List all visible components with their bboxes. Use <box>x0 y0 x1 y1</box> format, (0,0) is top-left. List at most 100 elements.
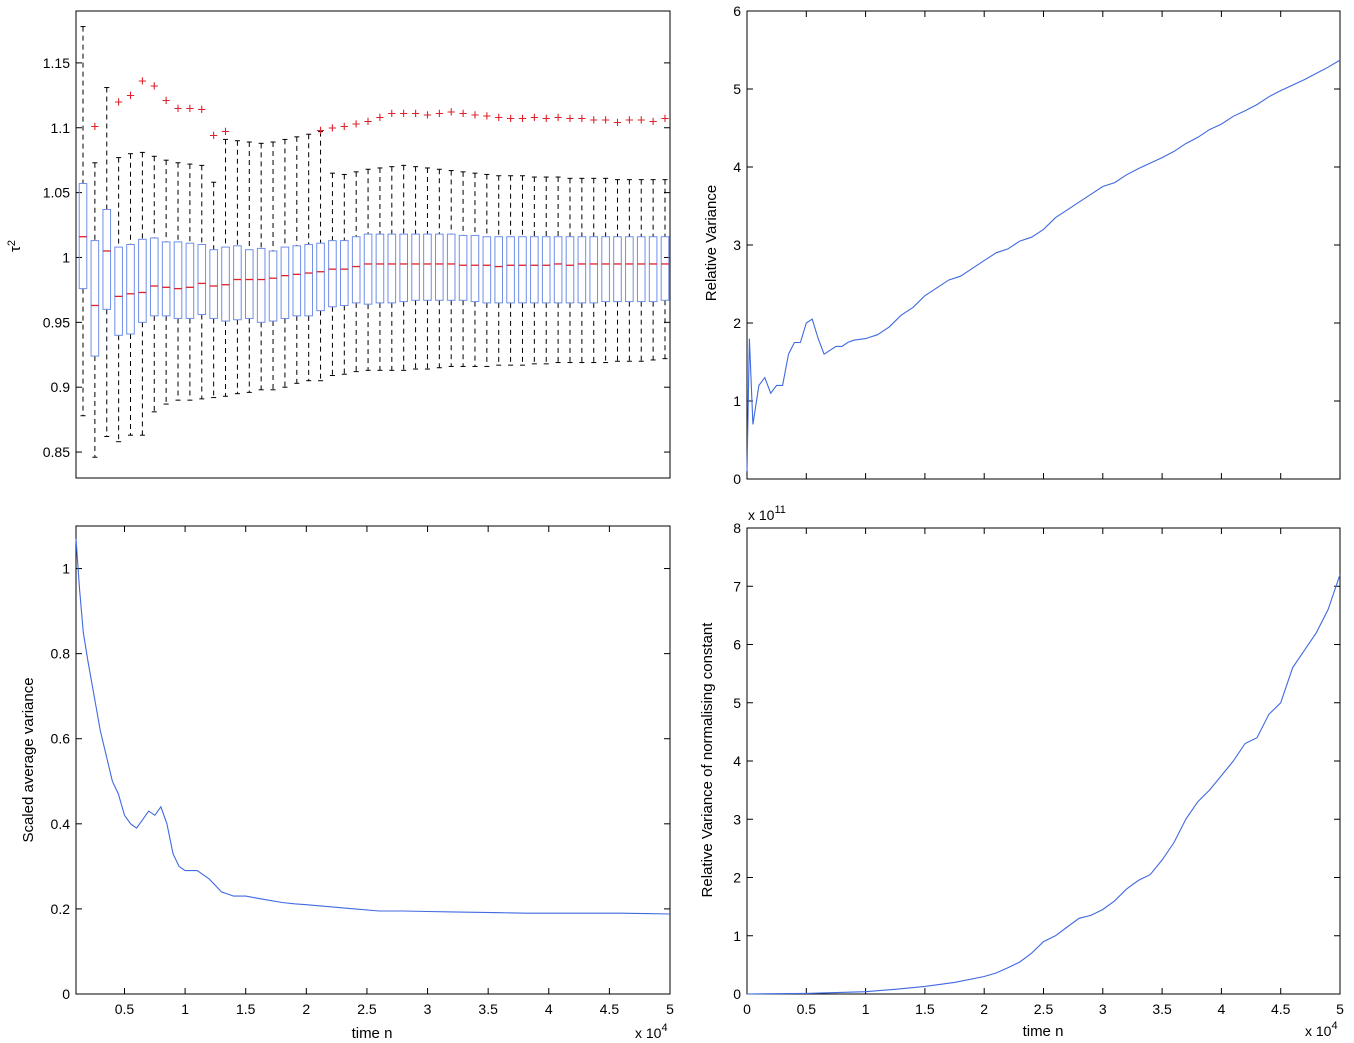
outlier-marker: + <box>566 111 575 128</box>
box <box>114 157 123 443</box>
box <box>280 138 290 388</box>
box-iqr <box>114 246 123 336</box>
normalising-constant-x-tick-label: 4.5 <box>1271 1001 1291 1017</box>
box-iqr <box>197 244 207 316</box>
box-iqr <box>518 236 527 304</box>
box-iqr <box>589 236 599 304</box>
scaled-average-variance-y-tick-label: 0.6 <box>51 731 71 747</box>
box-iqr <box>209 249 218 319</box>
normalising-constant-x-tick-label: 2 <box>980 1001 988 1017</box>
outlier-marker: + <box>435 105 444 122</box>
scaled-average-variance-x-tick-label: 4 <box>545 1001 553 1017</box>
box-iqr <box>173 241 183 319</box>
outlier-marker: + <box>340 118 349 135</box>
normalising-constant-y-label: Relative Variance of normalising constan… <box>699 622 716 898</box>
scaled-average-variance-x-tick-label: 4.5 <box>600 1001 620 1017</box>
scaled-average-variance-panel: 0 0.2 0.4 0.6 0.8 1 0.5 1 1.5 2 2.5 3 3.5 4 4.5 5 Scal… <box>20 525 674 1042</box>
normalising-constant-y-tick-label: 1 <box>733 928 741 944</box>
outlier-marker: + <box>387 105 396 122</box>
box-iqr <box>256 247 266 323</box>
outlier-marker: + <box>138 73 147 90</box>
relative-variance-y-ticks: 0 1 2 3 4 5 6 <box>733 3 1340 487</box>
box <box>102 87 112 437</box>
outlier-marker: + <box>328 120 337 137</box>
box-iqr <box>601 236 610 303</box>
box <box>173 162 183 401</box>
outlier-marker: + <box>423 107 432 124</box>
box-iqr <box>102 208 112 310</box>
box-iqr <box>494 236 504 304</box>
outlier-marker: + <box>589 112 598 129</box>
scaled-average-variance-axes-frame <box>75 525 671 995</box>
box-iqr <box>648 236 658 303</box>
box-iqr <box>316 242 325 312</box>
box-iqr <box>363 233 373 305</box>
box <box>613 179 622 362</box>
outlier-marker: + <box>411 105 420 122</box>
scaled-average-variance-x-tick-label: 1.5 <box>236 1001 256 1017</box>
outlier-marker: + <box>174 100 183 117</box>
normalising-constant-x-tick-label: 1 <box>862 1001 870 1017</box>
box-iqr <box>446 233 456 301</box>
outlier-marker: + <box>90 118 99 135</box>
box-iqr <box>423 233 432 301</box>
relative-variance-line <box>746 59 1341 472</box>
box <box>387 166 397 371</box>
box-iqr <box>577 236 587 304</box>
box <box>233 140 242 395</box>
box <box>399 164 408 371</box>
box-iqr <box>435 233 444 301</box>
boxplot-y-label-sup: 2 <box>6 240 18 246</box>
box <box>530 176 539 365</box>
box <box>506 175 515 366</box>
scaled-average-variance-x-label: time n <box>352 1025 393 1042</box>
outlier-marker: + <box>316 122 325 139</box>
box-iqr <box>126 244 135 335</box>
box-iqr <box>90 240 100 357</box>
boxplot-y-tick-label: 0.95 <box>43 314 70 330</box>
scaled-average-variance-y-label: Scaled average variance <box>20 677 37 842</box>
scaled-average-variance-x-tick-label: 3 <box>424 1001 432 1017</box>
box <box>256 142 266 391</box>
outlier-marker: + <box>399 105 408 122</box>
box-iqr <box>506 236 515 304</box>
box <box>292 136 302 384</box>
outlier-marker: + <box>625 112 634 129</box>
box-iqr <box>292 245 302 317</box>
scaled-average-variance-x-tick-label: 1 <box>181 1001 189 1017</box>
box-iqr <box>387 233 397 304</box>
box-iqr <box>399 233 408 303</box>
normalising-constant-x-multiplier-exp: 4 <box>1331 1020 1337 1032</box>
normalising-constant-panel: 0 1 2 3 4 5 6 7 8 0 0.5 1 1.5 2 2.5 3 3.5 4 4.5 5 Relative… <box>699 504 1344 1040</box>
scaled-average-variance-y-ticks: 0 0.2 0.4 0.6 0.8 1 <box>51 561 670 1002</box>
scaled-average-variance-x-ticks: 0.5 1 1.5 2 2.5 3 3.5 4 4.5 5 <box>115 526 674 1017</box>
box-iqr <box>244 249 254 319</box>
box <box>328 172 337 377</box>
box-iqr <box>625 236 634 303</box>
box <box>268 141 278 391</box>
normalising-constant-y-tick-label: 5 <box>733 695 741 711</box>
relative-variance-y-label: Relative Variance <box>703 185 720 301</box>
outlier-marker: + <box>601 112 610 129</box>
outlier-marker: + <box>506 111 515 128</box>
box <box>589 177 599 364</box>
boxplot-y-ticks: 0.85 0.9 0.95 1 1.05 1.1 1.15 <box>43 55 670 460</box>
normalising-constant-x-tick-label: 1.5 <box>915 1001 935 1017</box>
relative-variance-y-tick-label: 3 <box>733 237 741 253</box>
box-iqr <box>613 236 622 303</box>
boxplot-y-tick-label: 1.05 <box>43 185 70 201</box>
relative-variance-y-tick-label: 6 <box>733 3 741 19</box>
normalising-constant-x-tick-label: 3 <box>1099 1001 1107 1017</box>
normalising-constant-y-tick-label: 8 <box>733 520 741 536</box>
normalising-constant-y-multiplier: x 1011 <box>748 504 786 523</box>
scaled-average-variance-line <box>75 538 671 915</box>
scaled-average-variance-y-tick-label: 0.8 <box>51 646 71 662</box>
box-iqr <box>541 236 551 304</box>
box <box>494 175 504 366</box>
normalising-constant-y-tick-label: 2 <box>733 870 741 886</box>
boxplot-boxes <box>78 26 670 458</box>
box-iqr <box>268 250 278 322</box>
outlier-marker: + <box>114 94 123 111</box>
